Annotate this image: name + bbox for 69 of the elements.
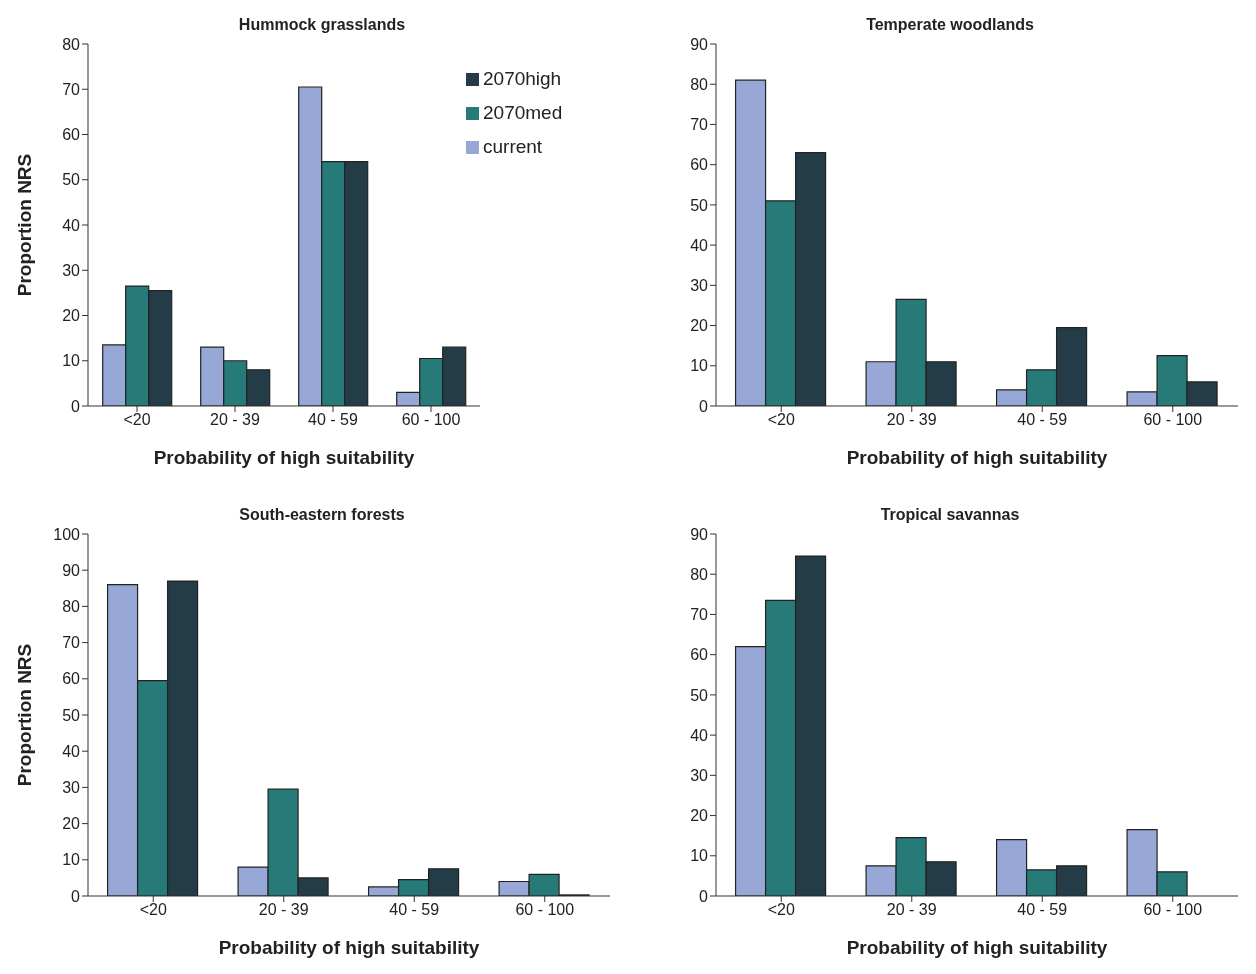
y-tick-label: 60: [690, 156, 709, 174]
x-tick-label: 40 - 59: [389, 901, 440, 919]
x-axis-title: Probability of high suitability: [218, 937, 480, 958]
chart-title: Temperate woodlands: [865, 16, 1035, 34]
legend-label: 2070high: [483, 68, 562, 89]
y-tick-label: 20: [62, 815, 81, 833]
x-tick-label: 20 - 39: [886, 411, 937, 429]
y-tick-label: 50: [62, 171, 81, 189]
y-tick-label: 30: [690, 277, 709, 295]
y-tick-label: 10: [62, 851, 81, 869]
x-tick-label: 40 - 59: [1017, 411, 1068, 429]
x-tick-label: <20: [123, 411, 151, 429]
y-tick-label: 90: [62, 561, 81, 579]
y-tick-label: 30: [690, 767, 709, 785]
legend-label: 2070med: [483, 102, 563, 123]
y-tick-label: 70: [690, 116, 709, 134]
y-axis-title: Proportion NRS: [13, 643, 35, 787]
x-tick-label: 20 - 39: [886, 901, 937, 919]
x-tick-label: 20 - 39: [210, 411, 261, 429]
y-tick-label: 80: [62, 35, 81, 53]
x-tick-label: 20 - 39: [258, 901, 309, 919]
x-tick-label: 60 - 100: [1143, 901, 1203, 919]
y-tick-label: 30: [62, 261, 81, 279]
y-tick-label: 30: [62, 779, 81, 797]
y-tick-label: 40: [62, 742, 81, 760]
y-tick-label: 40: [690, 726, 709, 744]
x-tick-label: <20: [139, 901, 167, 919]
y-tick-label: 10: [62, 352, 81, 370]
y-tick-label: 70: [690, 606, 709, 624]
y-tick-label: 0: [699, 887, 709, 905]
y-tick-label: 60: [62, 670, 81, 688]
y-tick-label: 50: [690, 196, 709, 214]
x-tick-label: 60 - 100: [515, 901, 575, 919]
chart-title: Tropical savannas: [879, 506, 1021, 524]
y-tick-label: 100: [53, 525, 81, 543]
y-tick-label: 90: [690, 35, 709, 53]
y-tick-label: 60: [690, 646, 709, 664]
y-tick-label: 0: [71, 397, 81, 415]
x-tick-label: 60 - 100: [401, 411, 461, 429]
x-tick-label: <20: [767, 901, 795, 919]
x-tick-label: 40 - 59: [1017, 901, 1068, 919]
x-tick-label: <20: [767, 411, 795, 429]
x-axis-title: Probability of high suitability: [846, 937, 1108, 958]
x-axis-title: Probability of high suitability: [846, 447, 1108, 468]
y-tick-label: 40: [690, 236, 709, 254]
y-tick-label: 10: [690, 357, 709, 375]
y-tick-label: 20: [62, 307, 81, 325]
y-tick-label: 50: [62, 706, 81, 724]
y-tick-label: 20: [690, 807, 709, 825]
y-tick-label: 90: [690, 525, 709, 543]
y-tick-label: 20: [690, 317, 709, 335]
y-tick-label: 10: [690, 847, 709, 865]
y-tick-label: 0: [699, 397, 709, 415]
legend-label: current: [483, 136, 543, 157]
y-tick-label: 70: [62, 80, 81, 98]
x-tick-label: 40 - 59: [308, 411, 359, 429]
y-tick-label: 80: [690, 75, 709, 93]
x-axis-title: Probability of high suitability: [153, 447, 415, 468]
y-tick-label: 0: [71, 887, 81, 905]
x-tick-label: 60 - 100: [1143, 411, 1203, 429]
chart-title: Hummock grasslands: [237, 16, 407, 34]
y-axis-title: Proportion NRS: [13, 153, 35, 297]
y-tick-label: 80: [62, 598, 81, 616]
y-tick-label: 80: [690, 565, 709, 583]
chart-title: South-eastern forests: [238, 506, 406, 524]
y-tick-label: 50: [690, 686, 709, 704]
y-tick-label: 40: [62, 216, 81, 234]
y-tick-label: 60: [62, 126, 81, 144]
y-tick-label: 70: [62, 634, 81, 652]
